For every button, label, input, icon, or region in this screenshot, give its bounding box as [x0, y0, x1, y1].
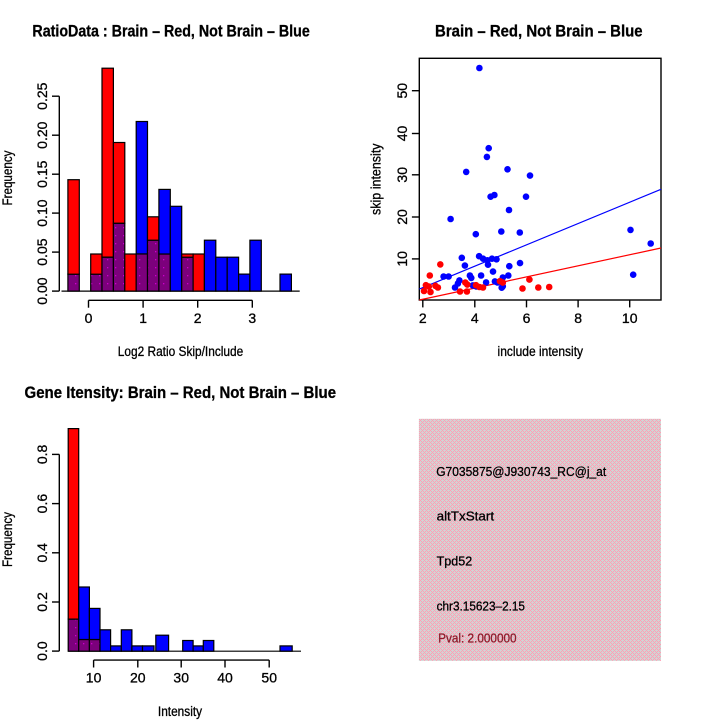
svg-text:2: 2 — [419, 310, 427, 326]
svg-text:0.25: 0.25 — [34, 82, 50, 109]
svg-text:0.15: 0.15 — [34, 160, 50, 187]
svg-text:4: 4 — [471, 310, 479, 326]
svg-text:30: 30 — [173, 670, 189, 686]
svg-text:20: 20 — [394, 209, 410, 225]
svg-text:0.8: 0.8 — [34, 444, 50, 464]
svg-text:0.00: 0.00 — [34, 277, 50, 304]
svg-text:Intensity: Intensity — [158, 704, 202, 719]
svg-text:0.20: 0.20 — [34, 121, 50, 148]
svg-text:50: 50 — [394, 83, 410, 99]
svg-text:8: 8 — [574, 310, 582, 326]
svg-text:3: 3 — [248, 310, 256, 326]
svg-text:Pval: 2.000000: Pval: 2.000000 — [438, 631, 516, 646]
svg-text:0.2: 0.2 — [34, 592, 50, 612]
svg-text:skip intensity: skip intensity — [369, 143, 384, 215]
svg-text:0.10: 0.10 — [34, 199, 50, 226]
svg-text:Brain – Red, Not Brain – Blue: Brain – Red, Not Brain – Blue — [435, 22, 643, 41]
svg-text:10: 10 — [86, 670, 102, 686]
svg-text:chr3.15623–2.15: chr3.15623–2.15 — [437, 598, 525, 613]
svg-text:Frequency: Frequency — [0, 512, 15, 567]
svg-text:6: 6 — [523, 310, 531, 326]
svg-text:Gene Itensity: Brain – Red, No: Gene Itensity: Brain – Red, Not Brain – … — [25, 383, 337, 402]
svg-text:RatioData : Brain – Red, Not B: RatioData : Brain – Red, Not Brain – Blu… — [32, 22, 309, 41]
svg-text:40: 40 — [394, 126, 410, 142]
svg-text:include intensity: include intensity — [498, 344, 584, 359]
svg-text:altTxStart: altTxStart — [437, 509, 495, 524]
svg-text:10: 10 — [622, 310, 638, 326]
svg-text:20: 20 — [130, 670, 146, 686]
svg-text:Tpd52: Tpd52 — [437, 554, 473, 569]
svg-text:10: 10 — [394, 251, 410, 267]
svg-text:1: 1 — [139, 310, 147, 326]
svg-text:0: 0 — [85, 310, 93, 326]
svg-text:Frequency: Frequency — [0, 150, 15, 205]
svg-text:0.6: 0.6 — [34, 494, 50, 514]
svg-text:Log2 Ratio Skip/Include: Log2 Ratio Skip/Include — [118, 344, 244, 359]
svg-text:0.05: 0.05 — [34, 238, 50, 265]
svg-text:0.4: 0.4 — [34, 543, 50, 563]
svg-text:30: 30 — [394, 167, 410, 183]
svg-text:G7035875@J930743_RC@j_at: G7035875@J930743_RC@j_at — [436, 464, 606, 479]
svg-text:2: 2 — [194, 310, 202, 326]
svg-text:0.0: 0.0 — [34, 641, 50, 661]
svg-text:50: 50 — [261, 670, 277, 686]
svg-text:40: 40 — [217, 670, 233, 686]
